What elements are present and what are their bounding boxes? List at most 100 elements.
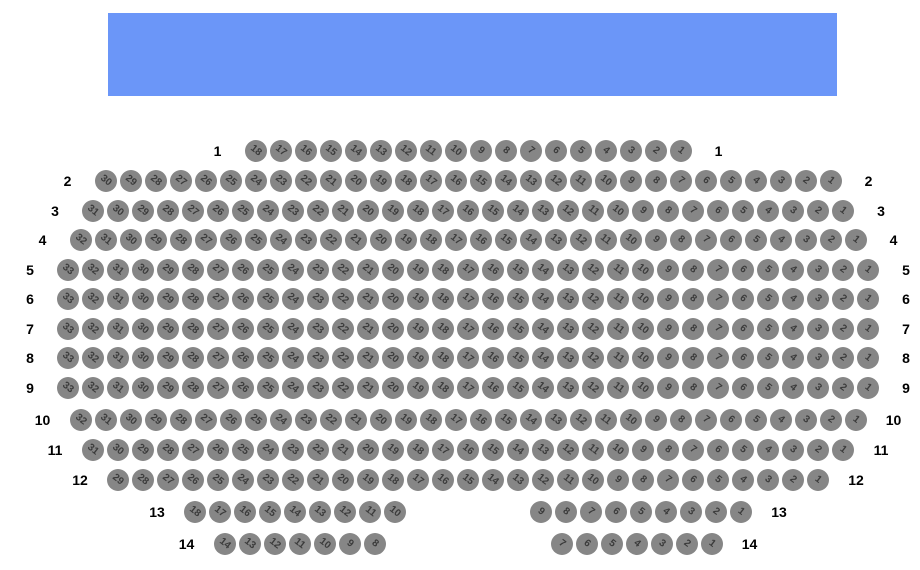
seat-11-25[interactable]: 25 xyxy=(232,439,254,461)
seat-14-10[interactable]: 10 xyxy=(313,533,336,555)
seat-5-12[interactable]: 12 xyxy=(582,259,604,281)
seat-5-4[interactable]: 4 xyxy=(782,259,804,281)
seat-11-28[interactable]: 28 xyxy=(157,439,179,461)
seat-2-18[interactable]: 18 xyxy=(394,170,417,192)
seat-10-7[interactable]: 7 xyxy=(694,409,717,431)
seat-10-30[interactable]: 30 xyxy=(119,409,142,431)
seat-6-1[interactable]: 1 xyxy=(857,288,879,310)
seat-4-8[interactable]: 8 xyxy=(669,229,692,251)
seat-13-5[interactable]: 5 xyxy=(630,501,652,523)
seat-6-6[interactable]: 6 xyxy=(732,288,754,310)
seat-8-4[interactable]: 4 xyxy=(782,347,804,369)
seat-11-20[interactable]: 20 xyxy=(357,439,379,461)
seat-11-18[interactable]: 18 xyxy=(407,439,429,461)
seat-7-25[interactable]: 25 xyxy=(257,318,279,340)
seat-3-24[interactable]: 24 xyxy=(257,200,279,222)
seat-8-26[interactable]: 26 xyxy=(232,347,254,369)
seat-7-33[interactable]: 33 xyxy=(57,318,79,340)
seat-8-21[interactable]: 21 xyxy=(357,347,379,369)
seat-9-32[interactable]: 32 xyxy=(82,377,104,399)
seat-7-8[interactable]: 8 xyxy=(682,318,704,340)
seat-9-10[interactable]: 10 xyxy=(632,377,654,399)
seat-5-22[interactable]: 22 xyxy=(332,259,354,281)
seat-13-13[interactable]: 13 xyxy=(309,501,331,523)
seat-12-11[interactable]: 11 xyxy=(557,469,579,491)
seat-3-23[interactable]: 23 xyxy=(282,200,304,222)
seat-12-1[interactable]: 1 xyxy=(807,469,829,491)
seat-4-31[interactable]: 31 xyxy=(94,229,117,251)
seat-8-20[interactable]: 20 xyxy=(382,347,404,369)
seat-2-15[interactable]: 15 xyxy=(469,170,492,192)
seat-4-20[interactable]: 20 xyxy=(369,229,392,251)
seat-1-1[interactable]: 1 xyxy=(669,140,692,162)
seat-2-26[interactable]: 26 xyxy=(194,170,217,192)
seat-5-33[interactable]: 33 xyxy=(57,259,79,281)
seat-10-13[interactable]: 13 xyxy=(544,409,567,431)
seat-13-16[interactable]: 16 xyxy=(234,501,256,523)
seat-12-10[interactable]: 10 xyxy=(582,469,604,491)
seat-9-4[interactable]: 4 xyxy=(782,377,804,399)
seat-9-25[interactable]: 25 xyxy=(257,377,279,399)
seat-12-6[interactable]: 6 xyxy=(682,469,704,491)
seat-8-1[interactable]: 1 xyxy=(857,347,879,369)
seat-3-8[interactable]: 8 xyxy=(657,200,679,222)
seat-7-30[interactable]: 30 xyxy=(132,318,154,340)
seat-12-24[interactable]: 24 xyxy=(232,469,254,491)
seat-7-29[interactable]: 29 xyxy=(157,318,179,340)
seat-8-14[interactable]: 14 xyxy=(532,347,554,369)
seat-10-27[interactable]: 27 xyxy=(194,409,217,431)
seat-8-2[interactable]: 2 xyxy=(832,347,854,369)
seat-9-23[interactable]: 23 xyxy=(307,377,329,399)
seat-11-10[interactable]: 10 xyxy=(607,439,629,461)
seat-2-30[interactable]: 30 xyxy=(94,170,117,192)
seat-4-9[interactable]: 9 xyxy=(644,229,667,251)
seat-4-18[interactable]: 18 xyxy=(419,229,442,251)
seat-9-6[interactable]: 6 xyxy=(732,377,754,399)
seat-3-1[interactable]: 1 xyxy=(832,200,854,222)
seat-11-1[interactable]: 1 xyxy=(832,439,854,461)
seat-8-27[interactable]: 27 xyxy=(207,347,229,369)
seat-3-22[interactable]: 22 xyxy=(307,200,329,222)
seat-2-22[interactable]: 22 xyxy=(294,170,317,192)
seat-9-30[interactable]: 30 xyxy=(132,377,154,399)
seat-8-16[interactable]: 16 xyxy=(482,347,504,369)
seat-5-29[interactable]: 29 xyxy=(157,259,179,281)
seat-10-11[interactable]: 11 xyxy=(594,409,617,431)
seat-9-12[interactable]: 12 xyxy=(582,377,604,399)
seat-3-30[interactable]: 30 xyxy=(107,200,129,222)
seat-7-17[interactable]: 17 xyxy=(457,318,479,340)
seat-11-19[interactable]: 19 xyxy=(382,439,404,461)
seat-7-18[interactable]: 18 xyxy=(432,318,454,340)
seat-12-17[interactable]: 17 xyxy=(407,469,429,491)
seat-12-22[interactable]: 22 xyxy=(282,469,304,491)
seat-10-25[interactable]: 25 xyxy=(244,409,267,431)
seat-8-15[interactable]: 15 xyxy=(507,347,529,369)
seat-11-24[interactable]: 24 xyxy=(257,439,279,461)
seat-4-27[interactable]: 27 xyxy=(194,229,217,251)
seat-9-31[interactable]: 31 xyxy=(107,377,129,399)
seat-6-2[interactable]: 2 xyxy=(832,288,854,310)
seat-13-15[interactable]: 15 xyxy=(259,501,281,523)
seat-7-31[interactable]: 31 xyxy=(107,318,129,340)
seat-6-12[interactable]: 12 xyxy=(582,288,604,310)
seat-14-3[interactable]: 3 xyxy=(650,533,673,555)
seat-2-16[interactable]: 16 xyxy=(444,170,467,192)
seat-8-19[interactable]: 19 xyxy=(407,347,429,369)
seat-10-2[interactable]: 2 xyxy=(819,409,842,431)
seat-2-12[interactable]: 12 xyxy=(544,170,567,192)
seat-11-30[interactable]: 30 xyxy=(107,439,129,461)
seat-3-17[interactable]: 17 xyxy=(432,200,454,222)
seat-12-15[interactable]: 15 xyxy=(457,469,479,491)
seat-9-19[interactable]: 19 xyxy=(407,377,429,399)
seat-7-26[interactable]: 26 xyxy=(232,318,254,340)
seat-5-17[interactable]: 17 xyxy=(457,259,479,281)
seat-10-14[interactable]: 14 xyxy=(519,409,542,431)
seat-7-23[interactable]: 23 xyxy=(307,318,329,340)
seat-9-15[interactable]: 15 xyxy=(507,377,529,399)
seat-5-1[interactable]: 1 xyxy=(857,259,879,281)
seat-6-30[interactable]: 30 xyxy=(132,288,154,310)
seat-11-23[interactable]: 23 xyxy=(282,439,304,461)
seat-11-4[interactable]: 4 xyxy=(757,439,779,461)
seat-1-11[interactable]: 11 xyxy=(419,140,442,162)
seat-9-2[interactable]: 2 xyxy=(832,377,854,399)
